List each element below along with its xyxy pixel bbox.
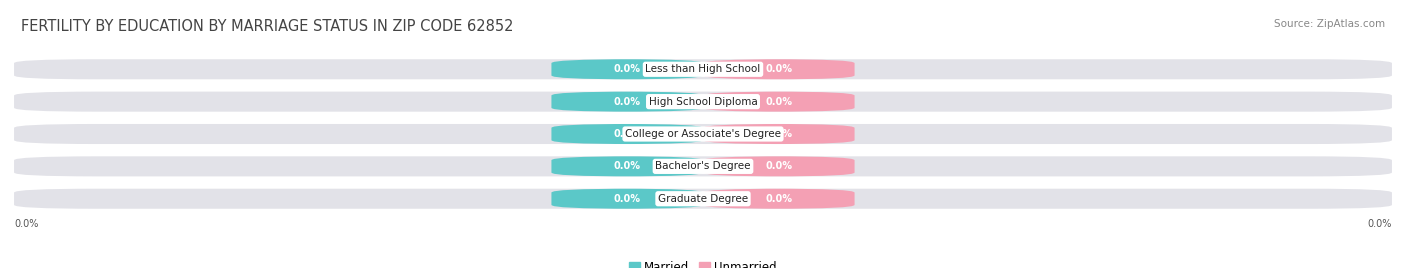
Text: 0.0%: 0.0% xyxy=(765,64,793,74)
Text: 0.0%: 0.0% xyxy=(613,64,641,74)
Text: High School Diploma: High School Diploma xyxy=(648,97,758,107)
FancyBboxPatch shape xyxy=(551,59,703,79)
FancyBboxPatch shape xyxy=(703,92,855,112)
FancyBboxPatch shape xyxy=(551,92,703,112)
Legend: Married, Unmarried: Married, Unmarried xyxy=(628,261,778,268)
Text: Graduate Degree: Graduate Degree xyxy=(658,194,748,204)
FancyBboxPatch shape xyxy=(14,59,1392,79)
Text: 0.0%: 0.0% xyxy=(613,161,641,171)
Text: 0.0%: 0.0% xyxy=(613,97,641,107)
Text: Less than High School: Less than High School xyxy=(645,64,761,74)
Text: 0.0%: 0.0% xyxy=(765,129,793,139)
Text: Source: ZipAtlas.com: Source: ZipAtlas.com xyxy=(1274,19,1385,29)
Text: 0.0%: 0.0% xyxy=(613,194,641,204)
Text: College or Associate's Degree: College or Associate's Degree xyxy=(626,129,780,139)
Text: 0.0%: 0.0% xyxy=(1368,219,1392,229)
FancyBboxPatch shape xyxy=(703,189,855,209)
FancyBboxPatch shape xyxy=(703,59,855,79)
FancyBboxPatch shape xyxy=(551,124,703,144)
Text: 0.0%: 0.0% xyxy=(765,194,793,204)
FancyBboxPatch shape xyxy=(14,189,1392,209)
Text: 0.0%: 0.0% xyxy=(765,97,793,107)
FancyBboxPatch shape xyxy=(703,124,855,144)
FancyBboxPatch shape xyxy=(14,124,1392,144)
FancyBboxPatch shape xyxy=(551,189,703,209)
Text: 0.0%: 0.0% xyxy=(765,161,793,171)
Text: FERTILITY BY EDUCATION BY MARRIAGE STATUS IN ZIP CODE 62852: FERTILITY BY EDUCATION BY MARRIAGE STATU… xyxy=(21,19,513,34)
FancyBboxPatch shape xyxy=(14,92,1392,112)
FancyBboxPatch shape xyxy=(14,156,1392,176)
FancyBboxPatch shape xyxy=(551,156,703,176)
Text: 0.0%: 0.0% xyxy=(14,219,38,229)
Text: Bachelor's Degree: Bachelor's Degree xyxy=(655,161,751,171)
FancyBboxPatch shape xyxy=(703,156,855,176)
Text: 0.0%: 0.0% xyxy=(613,129,641,139)
